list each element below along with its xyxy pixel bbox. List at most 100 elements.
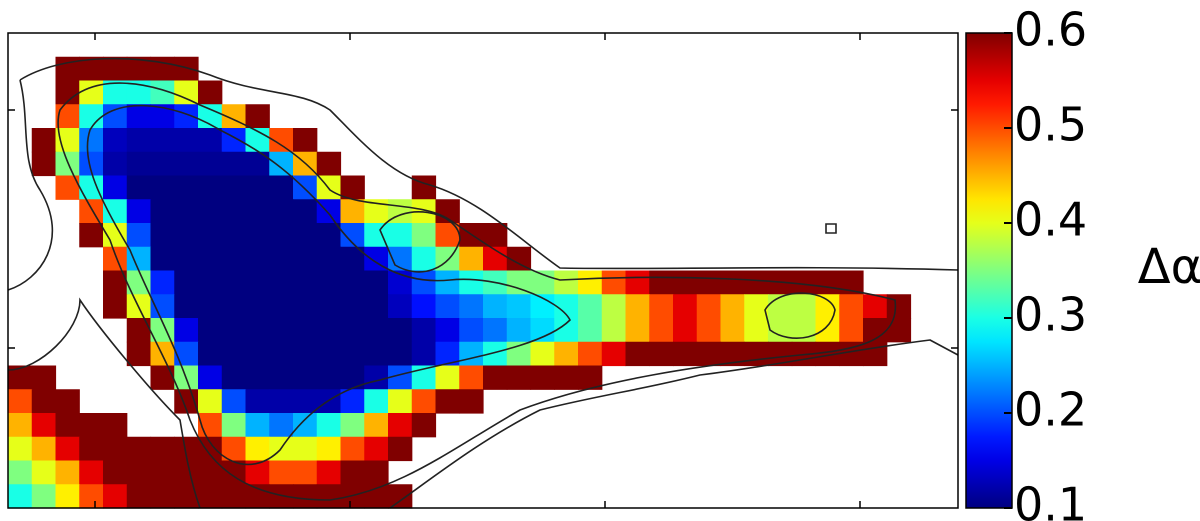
colorbar-tick-label: 0.4: [1014, 193, 1087, 247]
heat-cell: [221, 341, 247, 367]
heat-cell: [126, 341, 152, 367]
heat-cell: [269, 294, 294, 319]
heat-cell: [198, 341, 223, 367]
heat-cell: [150, 223, 175, 248]
heat-cell: [245, 341, 270, 367]
heat-cell: [364, 223, 389, 248]
heat-cell: [364, 413, 389, 438]
heat-cell: [269, 246, 294, 272]
heat-cell: [459, 318, 484, 343]
heat-cell: [174, 223, 199, 248]
heat-cell: [649, 341, 674, 367]
heat-cell: [79, 199, 104, 224]
axis-ticks: [8, 33, 958, 508]
heat-cell: [150, 175, 175, 200]
heat-cell: [435, 294, 460, 319]
heat-cell: [744, 318, 769, 343]
heat-cell: [554, 270, 579, 295]
heat-cell: [198, 128, 223, 153]
heat-cell: [293, 175, 318, 200]
heat-cell: [316, 151, 342, 177]
heat-cell: [269, 389, 294, 414]
heat-cell: [221, 484, 247, 509]
heat-cell: [625, 294, 650, 319]
heat-cell: [8, 460, 33, 485]
heat-cell: [720, 270, 745, 295]
heat-cell: [340, 199, 365, 224]
heat-cell: [316, 223, 342, 248]
heat-cell: [388, 413, 413, 438]
colorbar-tick-label: 0.6: [1014, 3, 1087, 57]
heat-cell: [530, 318, 555, 343]
heat-cell: [554, 318, 579, 343]
heat-cell: [174, 199, 199, 224]
heat-cell: [578, 341, 603, 367]
heat-cell: [316, 199, 342, 224]
heat-cell: [293, 318, 318, 343]
heat-cell: [245, 294, 270, 319]
heat-cell: [293, 223, 318, 248]
heat-cell: [459, 294, 484, 319]
heat-cell: [459, 270, 484, 295]
heat-cell: [293, 341, 318, 367]
heat-cell: [150, 365, 175, 390]
contours: [7, 57, 959, 509]
heat-cell: [388, 341, 413, 367]
heat-cell: [55, 436, 80, 462]
heat-cell: [31, 365, 57, 390]
heat-cell: [364, 270, 389, 295]
heat-cell: [221, 318, 247, 343]
heat-cell: [530, 341, 555, 367]
heat-cell: [221, 246, 247, 272]
heat-cell: [601, 294, 627, 319]
heat-cell: [150, 270, 175, 295]
heat-cell: [126, 199, 152, 224]
heat-cell: [103, 175, 128, 200]
heat-cell: [364, 460, 389, 485]
heat-cell: [198, 389, 223, 414]
heat-cell: [174, 294, 199, 319]
heat-cell: [744, 341, 769, 367]
heat-cell: [198, 199, 223, 224]
heat-cell: [31, 460, 57, 485]
heat-cell: [174, 175, 199, 200]
heat-cell: [293, 436, 318, 462]
colorbar-tick-label: 0.1: [1014, 478, 1087, 521]
heat-cell: [8, 436, 33, 462]
heat-cell: [126, 128, 152, 153]
heat-cell: [649, 318, 674, 343]
heat-cell: [388, 365, 413, 390]
heat-cell: [506, 365, 532, 390]
heat-cell: [55, 389, 80, 414]
heat-cell: [174, 56, 199, 82]
heat-cell: [839, 294, 864, 319]
heat-cell: [625, 341, 650, 367]
heat-cell: [221, 151, 247, 177]
heat-cell: [340, 436, 365, 462]
heat-cell: [435, 318, 460, 343]
heat-cell: [696, 294, 722, 319]
heat-cell: [293, 413, 318, 438]
heat-cell: [411, 389, 437, 414]
colorbar: [965, 32, 1013, 509]
heat-cell: [744, 270, 769, 295]
heat-cell: [886, 294, 912, 319]
heat-cell: [673, 294, 698, 319]
heat-cell: [768, 294, 793, 319]
heat-cell: [578, 270, 603, 295]
heat-cell: [316, 413, 342, 438]
heat-cell: [459, 341, 484, 367]
heat-cell: [150, 294, 175, 319]
heat-cell: [245, 413, 270, 438]
heat-cell: [340, 341, 365, 367]
heat-cell: [316, 365, 342, 390]
heat-cell: [126, 484, 152, 509]
heat-cell: [103, 436, 128, 462]
colorbar-tick-label: 0.3: [1014, 288, 1087, 342]
heat-cell: [483, 318, 508, 343]
heat-cell: [174, 151, 199, 177]
heat-cell: [245, 389, 270, 414]
heat-cell: [55, 413, 80, 438]
heat-cell: [174, 460, 199, 485]
